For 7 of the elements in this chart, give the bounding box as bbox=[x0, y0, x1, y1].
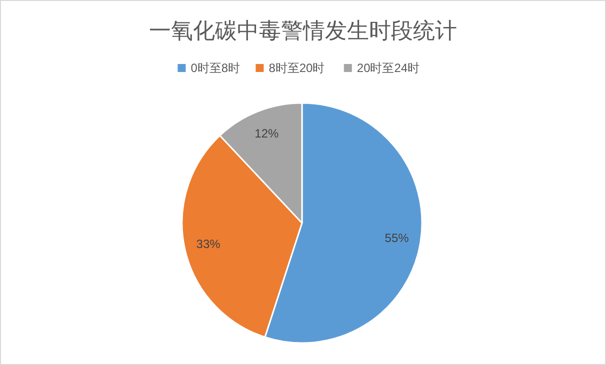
title: 一氧化碳中毒警情发生时段统计 bbox=[149, 18, 457, 43]
legend-label: 0时至8时 bbox=[190, 61, 240, 75]
legend-label: 20时至24时 bbox=[356, 61, 420, 75]
data-label: 55% bbox=[384, 231, 410, 246]
data-label: 33% bbox=[196, 236, 221, 251]
legend-label: 8时至20时 bbox=[268, 61, 325, 75]
data-label: 12% bbox=[254, 126, 279, 141]
